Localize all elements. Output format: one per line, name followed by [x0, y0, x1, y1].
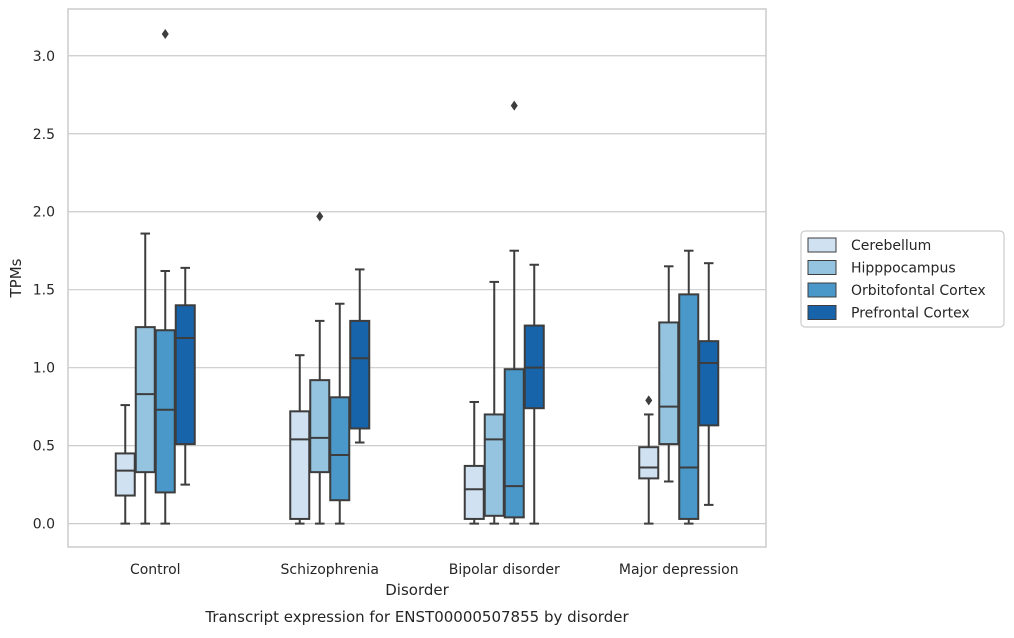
box	[503, 100, 525, 525]
x-tick-label: Control	[130, 562, 181, 578]
y-tick-label: 0.0	[33, 517, 55, 533]
box	[483, 280, 505, 525]
box	[134, 232, 156, 525]
box-body	[134, 326, 156, 474]
x-tick-label: Schizophrenia	[281, 562, 379, 578]
y-axis-label: TPMs	[7, 258, 25, 298]
box-body	[503, 368, 525, 519]
legend-label: Orbitofontal Cortex	[851, 283, 986, 299]
legend-label: Hipppocampus	[851, 261, 956, 277]
box-body	[329, 396, 351, 502]
box-body	[174, 304, 196, 446]
x-tick-label: Bipolar disorder	[449, 562, 560, 578]
box	[329, 302, 351, 525]
box-body	[114, 452, 136, 497]
x-tick-labels: Control Schizophrenia Bipolar disorder Majo…	[130, 562, 739, 578]
box	[114, 404, 136, 525]
box	[638, 395, 660, 525]
y-tick-label: 3.0	[33, 49, 55, 65]
outlier-point	[161, 28, 169, 39]
legend-swatch	[807, 282, 837, 298]
box	[523, 263, 545, 525]
box	[349, 268, 371, 444]
box	[309, 211, 331, 525]
boxes	[114, 28, 720, 525]
legend-swatch	[807, 260, 837, 275]
legend-frame	[800, 230, 1005, 328]
box	[658, 265, 680, 483]
chart-caption: Transcript expression for ENST0000050785…	[204, 608, 629, 626]
box-body	[698, 340, 720, 427]
y-tick-label: 2.0	[33, 205, 55, 221]
y-tick-label: 2.5	[33, 127, 55, 143]
legend: Cerebellum Hipppocampus Orbitofontal Corte…	[800, 230, 1005, 328]
box-body	[154, 329, 176, 494]
box	[174, 266, 196, 486]
plot-frame	[67, 8, 767, 548]
box-body	[638, 446, 660, 480]
box-body	[658, 321, 680, 446]
y-tick-labels: 0.0 0.5 1.0 1.5 2.0 2.5 3.0	[33, 49, 55, 533]
outlier-point	[316, 211, 324, 222]
outlier-point	[510, 100, 518, 111]
box-body	[289, 410, 311, 520]
box	[698, 262, 720, 506]
y-tick-label: 1.0	[33, 361, 55, 377]
legend-label: Cerebellum	[851, 238, 931, 254]
outlier-point	[645, 395, 653, 406]
y-tick-label: 0.5	[33, 439, 55, 455]
y-tick-label: 1.5	[33, 283, 55, 299]
legend-swatch	[807, 237, 837, 253]
box-body	[678, 293, 700, 520]
box-body	[463, 464, 485, 520]
x-axis-label: Disorder	[385, 581, 449, 599]
box	[463, 400, 485, 525]
legend-swatch	[807, 305, 837, 320]
box-body	[349, 319, 371, 430]
box-body	[483, 413, 505, 517]
legend-label: Prefrontal Cortex	[851, 306, 970, 322]
x-tick-label: Major depression	[619, 562, 739, 578]
box-body	[309, 379, 331, 474]
